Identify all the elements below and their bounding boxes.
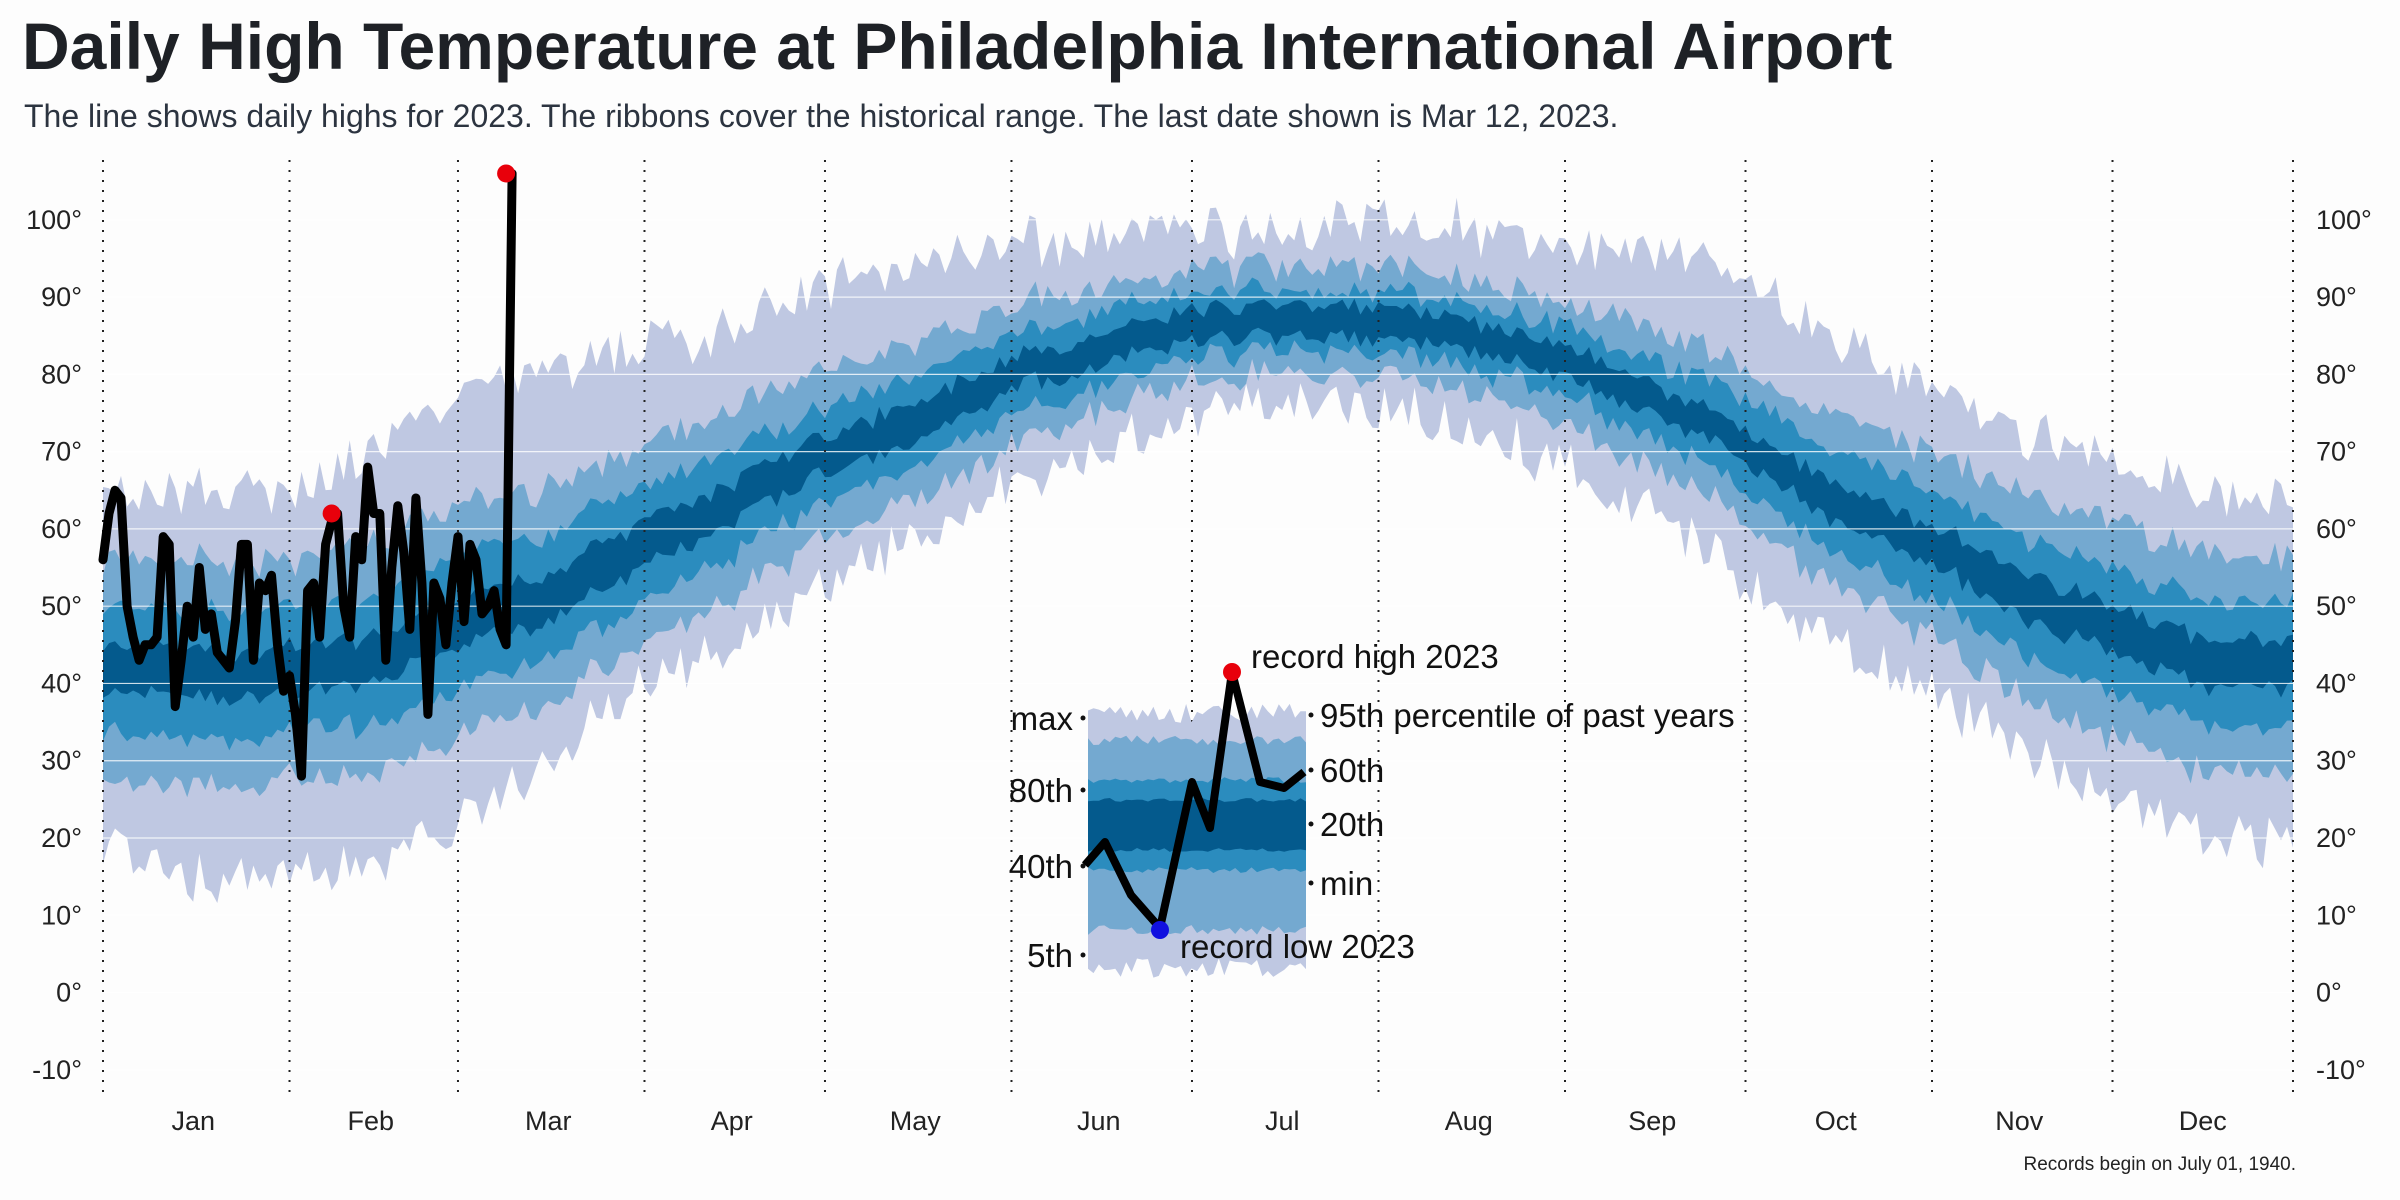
x-tick-label: Aug xyxy=(1445,1106,1493,1136)
record-high-point xyxy=(497,164,516,183)
y-tick-label-left: 70° xyxy=(41,437,82,467)
y-tick-label-left: 0° xyxy=(56,978,82,1008)
legend-tick-dot xyxy=(1080,787,1086,793)
y-tick-label-left: 50° xyxy=(41,591,82,621)
y-tick-label-right: 100° xyxy=(2316,205,2372,235)
y-tick-label-left: 30° xyxy=(41,746,82,776)
ribbon-5th-95th xyxy=(103,252,2293,798)
legend-tick-dot xyxy=(1308,821,1314,827)
y-tick-label-right: 0° xyxy=(2316,978,2342,1008)
y-tick-label-right: 70° xyxy=(2316,437,2357,467)
y-tick-label-left: 10° xyxy=(41,900,82,930)
y-tick-label-right: 40° xyxy=(2316,668,2357,698)
legend-tick-dot xyxy=(1080,863,1086,869)
gridlines-layer xyxy=(103,219,2293,1071)
x-tick-label: Dec xyxy=(2179,1106,2227,1136)
legend-right-label: 95th percentile of past years xyxy=(1320,697,1735,734)
legend-tick-dot xyxy=(1080,952,1086,958)
legend-ribbon-40th-60th xyxy=(1088,798,1306,852)
record-high-point xyxy=(322,504,341,523)
legend-layer: max 80th 40th 5th 95th percentile of past ye… xyxy=(1009,638,1735,978)
y-tick-label-left: 40° xyxy=(41,668,82,698)
y-tick-label-left: 20° xyxy=(41,823,82,853)
legend-record-high-point xyxy=(1223,663,1241,681)
y-tick-label-right: 90° xyxy=(2316,282,2357,312)
y-tick-label-right: 30° xyxy=(2316,746,2357,776)
chart-subtitle: The line shows daily highs for 2023. The… xyxy=(24,98,1619,134)
line-2023-layer xyxy=(98,164,517,781)
x-tick-label: Feb xyxy=(347,1106,394,1136)
y-tick-label-right: 50° xyxy=(2316,591,2357,621)
line-2023 xyxy=(98,169,517,781)
legend-right-label: min xyxy=(1320,865,1373,902)
legend-percentile-label: 40th xyxy=(1009,848,1073,885)
legend-record-low-label: record low 2023 xyxy=(1180,928,1415,965)
x-tick-label: Nov xyxy=(1995,1106,2044,1136)
y-tick-label-left: 100° xyxy=(26,205,82,235)
axis-labels-layer: -10° -10° 0° 0° 10° 10° 20° 20° 30° 30° 40° 40° 50° 5… xyxy=(26,205,2372,1136)
legend-percentile-label: max xyxy=(1011,700,1074,737)
legend-line xyxy=(1081,668,1307,932)
chart-title: Daily High Temperature at Philadelphia I… xyxy=(22,9,1893,83)
x-tick-label: May xyxy=(890,1106,942,1136)
y-tick-label-right: 80° xyxy=(2316,359,2357,389)
ribbon-40th-60th xyxy=(103,298,2293,706)
legend-percentile-label: 80th xyxy=(1009,772,1073,809)
legend-tick-dot xyxy=(1308,712,1314,718)
y-tick-label-left: 80° xyxy=(41,359,82,389)
x-tick-label: Jun xyxy=(1077,1106,1121,1136)
legend-record-low-point xyxy=(1151,921,1169,939)
y-tick-label-left: 60° xyxy=(41,514,82,544)
legend-percentile-label: 5th xyxy=(1027,937,1073,974)
y-tick-label-left: -10° xyxy=(32,1055,82,1085)
x-tick-label: Sep xyxy=(1628,1106,1676,1136)
y-tick-label-left: 90° xyxy=(41,282,82,312)
x-tick-label: Jul xyxy=(1265,1106,1300,1136)
x-tick-label: Oct xyxy=(1815,1106,1858,1136)
y-tick-label-right: 60° xyxy=(2316,514,2357,544)
legend-tick-dot xyxy=(1308,767,1314,773)
x-tick-label: Mar xyxy=(525,1106,572,1136)
chart-footnote: Records begin on July 01, 1940. xyxy=(2023,1154,2296,1175)
legend-right-label: 60th xyxy=(1320,752,1384,789)
legend-tick-dot xyxy=(1080,715,1086,721)
x-tick-label: Apr xyxy=(711,1106,753,1136)
ribbon-20th-80th xyxy=(103,277,2293,751)
legend-record-high-label: record high 2023 xyxy=(1251,638,1499,675)
x-tick-label: Jan xyxy=(171,1106,215,1136)
y-tick-label-right: -10° xyxy=(2316,1055,2366,1085)
y-tick-label-right: 10° xyxy=(2316,900,2357,930)
y-tick-label-right: 20° xyxy=(2316,823,2357,853)
legend-right-label: 20th xyxy=(1320,806,1384,843)
legend-tick-dot xyxy=(1308,880,1314,886)
